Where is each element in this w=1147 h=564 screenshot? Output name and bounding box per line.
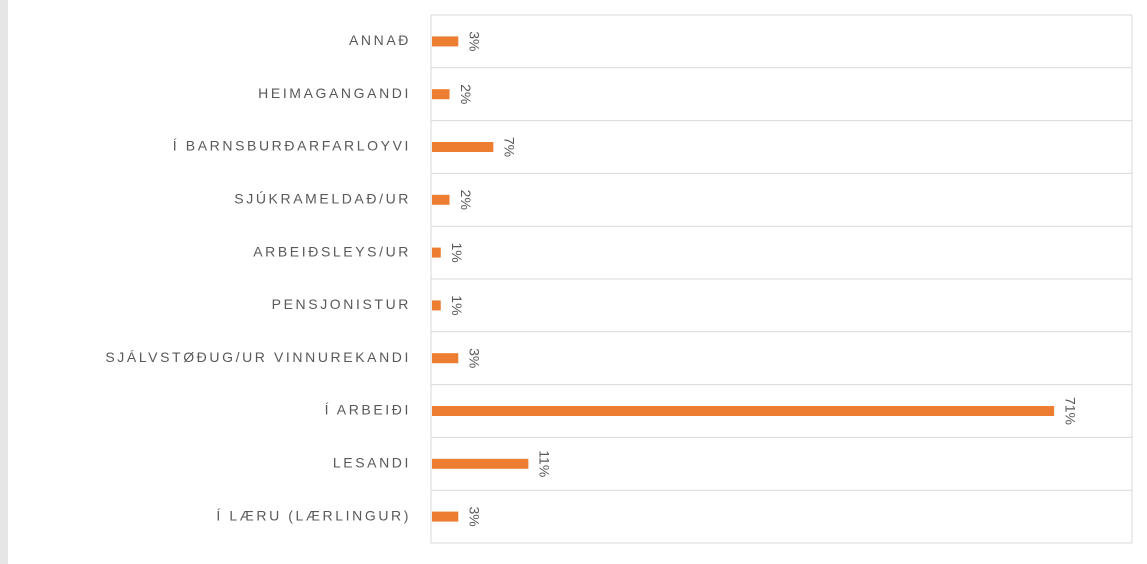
bar [432, 406, 1055, 416]
bar [432, 353, 459, 364]
bar [432, 511, 459, 522]
value-label: 3% [467, 31, 483, 51]
value-label: 2% [458, 84, 474, 104]
category-label: ARBEIÐSLEYS/UR [253, 243, 411, 259]
value-label: 7% [502, 137, 518, 157]
category-label: Í BARNSBURÐARFARLOYVI [173, 138, 411, 154]
value-label: 2% [458, 190, 474, 210]
category-label: ANNAÐ [349, 32, 411, 48]
bar [432, 142, 494, 152]
bar [432, 89, 450, 100]
value-label: 1% [449, 242, 465, 262]
category-label: SJÁLVSTØÐUG/UR VINNUREKANDI [105, 349, 411, 365]
category-label: PENSJONISTUR [272, 296, 411, 312]
category-label: Í ARBEIÐI [325, 402, 411, 418]
bar [432, 458, 529, 469]
value-label: 71% [1062, 397, 1078, 425]
bar [432, 247, 441, 258]
bar [432, 300, 441, 311]
category-label: SJÚKRAMELDAÐ/UR [234, 191, 411, 207]
page-edge [0, 0, 8, 564]
chart-area [8, 0, 1147, 564]
value-label: 1% [449, 295, 465, 315]
value-label: 3% [467, 348, 483, 368]
bar [432, 194, 450, 205]
category-label: LESANDI [333, 455, 411, 471]
value-label: 11% [537, 450, 553, 477]
category-label: Í LÆRU (LÆRLINGUR) [216, 507, 411, 523]
value-label: 3% [467, 506, 483, 526]
category-label: HEIMAGANGANDI [258, 85, 411, 101]
bar [432, 36, 459, 47]
